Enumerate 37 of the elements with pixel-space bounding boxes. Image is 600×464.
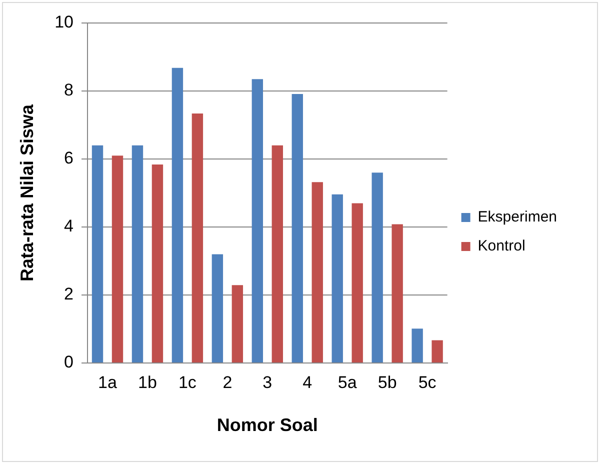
- y-tick-label: 0: [64, 352, 74, 372]
- bar: [352, 203, 363, 362]
- y-tick-label: 8: [64, 80, 74, 100]
- bar: [132, 145, 144, 362]
- bar: [392, 224, 403, 362]
- y-tick-label: 10: [54, 12, 74, 32]
- bar: [172, 68, 184, 362]
- bar: [372, 172, 383, 362]
- y-axis-title: Rata-rata Nilai Siswa: [16, 103, 37, 282]
- x-tick-label: 1c: [178, 372, 197, 392]
- bar: [152, 164, 164, 362]
- x-tick-label: 5c: [418, 372, 437, 392]
- x-tick-label: 1b: [138, 372, 157, 392]
- bar: [312, 182, 323, 362]
- bar: [332, 194, 343, 362]
- bar: [272, 145, 283, 362]
- bar: [432, 340, 443, 362]
- x-tick-label: 3: [262, 372, 272, 392]
- bar: [292, 94, 303, 362]
- x-tick-label: 1a: [98, 372, 118, 392]
- x-axis-title: Nomor Soal: [216, 415, 318, 436]
- bar: [192, 113, 204, 362]
- bar: [92, 145, 104, 362]
- x-tick-label: 5b: [378, 372, 397, 392]
- bar: [412, 328, 423, 362]
- y-tick-label: 6: [64, 148, 74, 168]
- bar: [252, 79, 264, 362]
- legend-label: Kontrol: [478, 238, 526, 255]
- y-tick-label: 2: [64, 284, 74, 304]
- bar: [212, 254, 224, 362]
- x-tick-label: 4: [302, 372, 312, 392]
- x-tick-label: 2: [222, 372, 232, 392]
- bar: [112, 156, 124, 362]
- bar: [232, 285, 244, 362]
- legend-label: Eksperimen: [478, 208, 558, 226]
- x-tick-label: 5a: [338, 372, 358, 392]
- y-tick-label: 4: [64, 216, 74, 236]
